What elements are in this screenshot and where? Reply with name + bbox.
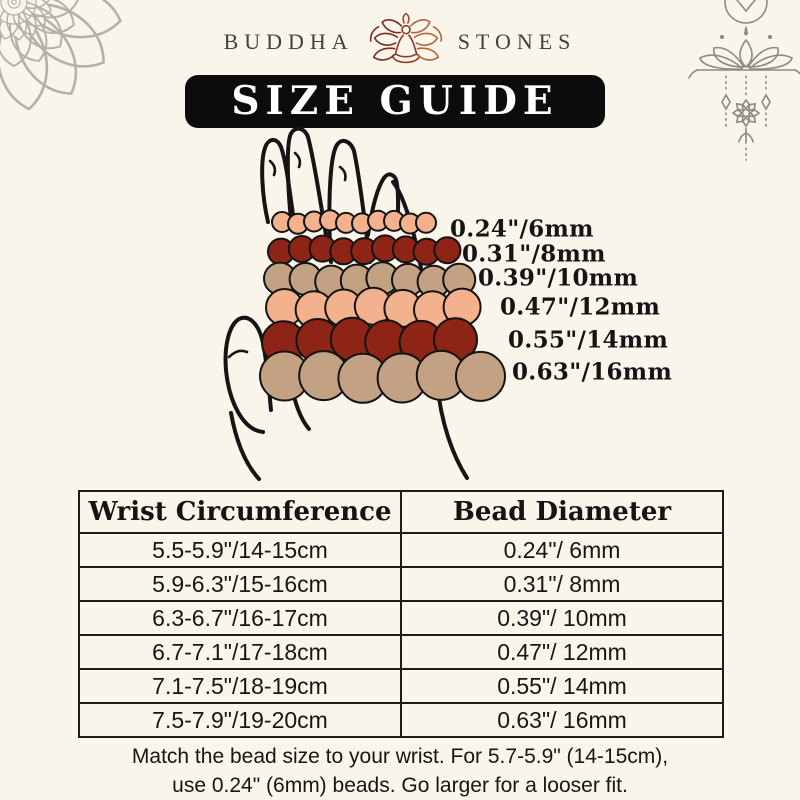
table-row: 6.7-7.1"/17-18cm 0.47"/ 12mm [78,634,724,670]
bead-size-label-2: 0.39"/10mm [478,264,639,292]
fit-note: Match the bead size to your wrist. For 5… [0,743,800,800]
bead-size-label-3: 0.47"/12mm [500,293,661,321]
bead-cell: 0.39"/ 10mm [400,600,724,636]
table-row: 5.5-5.9"/14-15cm 0.24"/ 6mm [78,532,724,568]
wrist-cell: 5.5-5.9"/14-15cm [78,532,402,568]
bead-size-label-4: 0.55"/14mm [508,326,669,354]
brand-logo: BUDDHA [0,13,800,70]
table-row: 7.1-7.5"/18-19cm 0.55"/ 14mm [78,668,724,704]
wrist-cell: 6.3-6.7"/16-17cm [78,600,402,636]
table-row: 5.9-6.3"/15-16cm 0.31"/ 8mm [78,566,724,602]
fit-note-line2: use 0.24" (6mm) beads. Go larger for a l… [172,773,628,797]
wrist-cell: 7.1-7.5"/18-19cm [78,668,402,704]
size-table-header-row: Wrist Circumference Bead Diameter [78,490,724,534]
size-table: Wrist Circumference Bead Diameter 5.5-5.… [78,490,724,738]
bead-cell: 0.63"/ 16mm [400,702,724,738]
bead-size-label-5: 0.63"/16mm [512,358,673,386]
page-title: SIZE GUIDE [231,78,559,124]
table-row: 7.5-7.9"/19-20cm 0.63"/ 16mm [78,702,724,738]
mandala-decoration-icon [0,0,122,111]
wrist-cell: 7.5-7.9"/19-20cm [78,702,402,738]
bead-cell: 0.55"/ 14mm [400,668,724,704]
bead-cell: 0.31"/ 8mm [400,566,724,602]
brand-name-right: STONES [457,29,577,54]
table-row: 6.3-6.7"/16-17cm 0.39"/ 10mm [78,600,724,636]
fit-note-line1: Match the bead size to your wrist. For 5… [131,745,669,768]
brand-name-left: BUDDHA [223,29,354,54]
bead-size-label-1: 0.31"/8mm [462,240,606,268]
bead-cell: 0.47"/ 12mm [400,634,724,670]
size-guide-banner: SIZE GUIDE [185,75,605,128]
wrist-cell: 6.7-7.1"/17-18cm [78,634,402,670]
column-header-wrist: Wrist Circumference [78,490,402,534]
bead-cell: 0.24"/ 6mm [400,532,724,568]
lotus-meditation-icon [369,13,442,64]
column-header-bead: Bead Diameter [400,490,724,534]
bracelet-beads [259,209,506,404]
bead-size-label-0: 0.24"/6mm [450,215,594,243]
wrist-cell: 5.9-6.3"/15-16cm [78,566,402,602]
hanging-lotus-ornament-icon [688,0,800,161]
